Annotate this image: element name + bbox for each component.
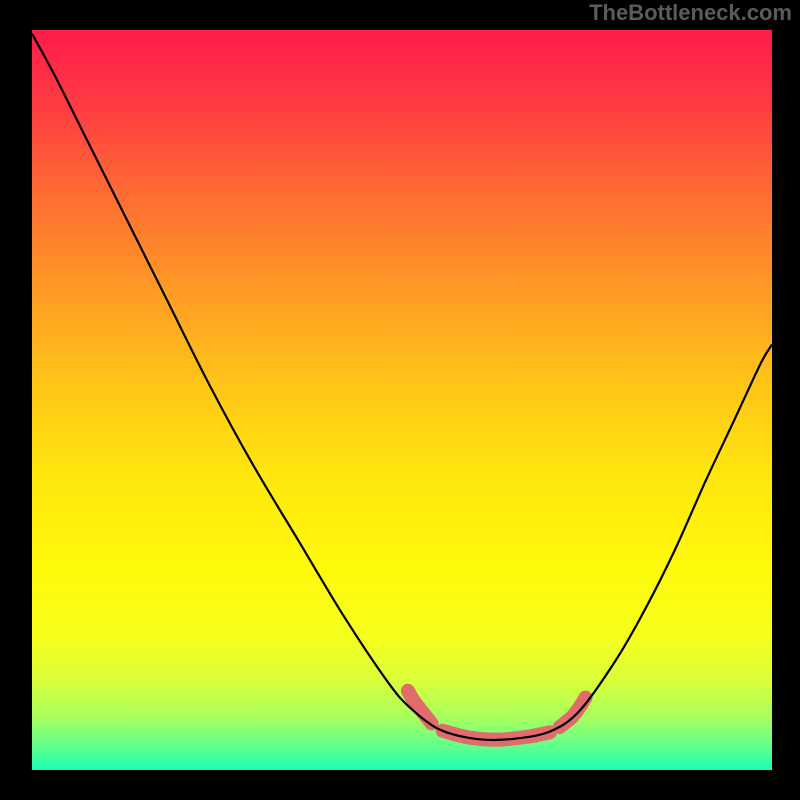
chart-stage: TheBottleneck.com <box>0 0 800 800</box>
gradient-background <box>32 30 772 770</box>
plot-area <box>32 30 772 770</box>
bottleneck-chart <box>0 0 800 800</box>
